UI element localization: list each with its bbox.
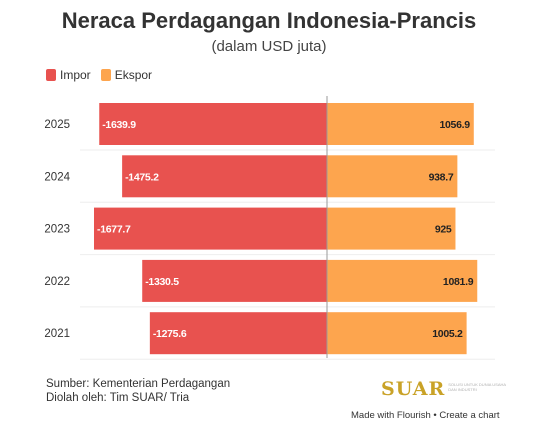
bar-chart: 2025 -1639.9 1056.9 2024 -1475.2 938.7 2023 -16… — [44, 96, 495, 360]
suar-logo: SUAR SOLUSI UNTUK DUNIA USAHA DAN INDUST… — [381, 378, 512, 400]
logo-wordmark: SUAR — [381, 378, 446, 400]
bar-impor — [94, 207, 327, 250]
year-label: 2022 — [44, 276, 70, 288]
bar-ekspor — [327, 103, 474, 145]
bar-impor — [122, 155, 327, 198]
bar-ekspor — [327, 312, 467, 355]
bar-impor — [149, 312, 327, 355]
legend-label-impor: Impor — [60, 68, 91, 82]
chart-subtitle: (dalam USD juta) — [211, 38, 327, 55]
data-label-impor: -1677.7 — [97, 224, 131, 236]
year-label: 2021 — [44, 328, 70, 340]
bar-impor — [99, 103, 327, 145]
year-label: 2023 — [44, 224, 70, 236]
bar-ekspor — [327, 155, 458, 198]
bar-impor — [142, 259, 327, 302]
data-label-ekspor: 938.7 — [429, 171, 454, 183]
legend: Impor Ekspor — [46, 68, 162, 82]
legend-item-impor[interactable]: Impor — [46, 68, 91, 82]
source-text: Sumber: Kementerian Perdagangan — [46, 378, 231, 390]
bar-ekspor — [327, 259, 478, 302]
legend-swatch-ekspor — [100, 69, 111, 81]
data-label-ekspor: 925 — [435, 224, 452, 236]
year-label: 2024 — [44, 171, 70, 183]
legend-item-ekspor[interactable]: Ekspor — [100, 68, 153, 82]
data-label-impor: -1330.5 — [145, 276, 179, 288]
data-label-ekspor: 1081.9 — [443, 276, 474, 288]
legend-label-ekspor: Ekspor — [114, 68, 153, 82]
chart-title: Neraca Perdagangan Indonesia-Prancis — [61, 8, 477, 33]
source-note: Sumber: Kementerian Perdagangan Diolah o… — [46, 377, 230, 405]
data-label-ekspor: 1056.9 — [439, 119, 470, 131]
logo-tagline: SOLUSI UNTUK DUNIA USAHA DAN INDUSTRI — [448, 382, 506, 392]
data-label-impor: -1475.2 — [125, 171, 159, 183]
data-label-impor: -1639.9 — [102, 119, 136, 131]
data-label-ekspor: 1005.2 — [432, 328, 463, 340]
data-label-impor: -1275.6 — [153, 328, 187, 340]
legend-swatch-impor — [46, 69, 56, 81]
bar-ekspor — [327, 207, 456, 250]
processed-by-text: Diolah oleh: Tim SUAR/ Tria — [46, 392, 190, 404]
flourish-credit-link[interactable]: Made with Flourish • Create a chart — [351, 410, 500, 421]
year-label: 2025 — [44, 119, 70, 131]
